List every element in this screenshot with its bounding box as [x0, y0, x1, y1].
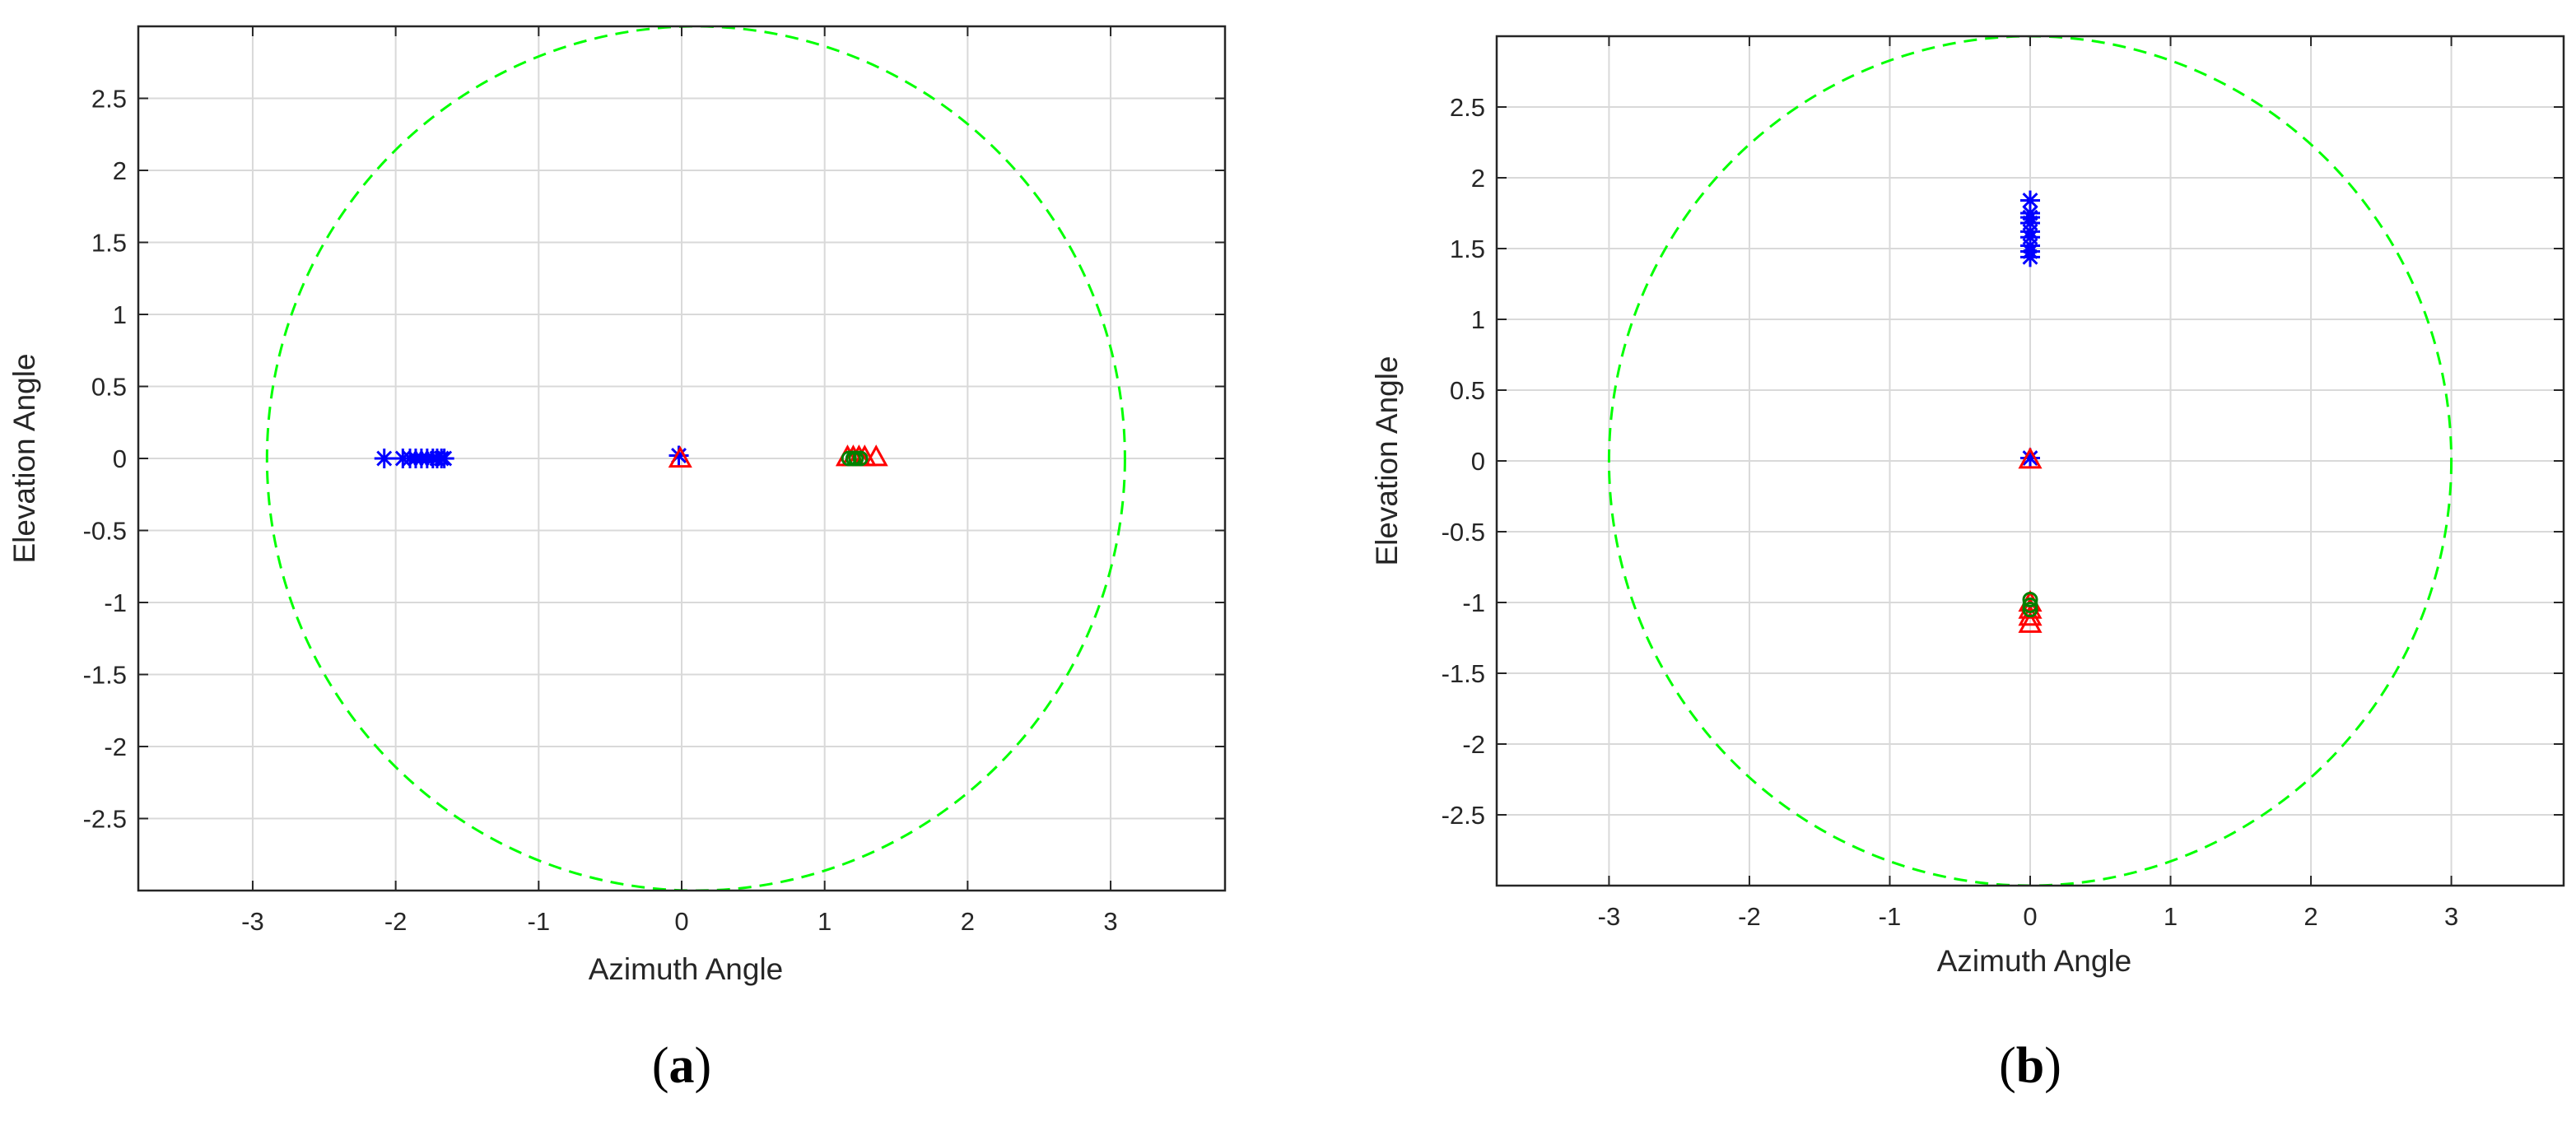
- x-axis-label: Azimuth Angle: [1937, 944, 2132, 978]
- y-tick-label: 1: [1471, 305, 1485, 334]
- y-tick-label: 2: [113, 156, 127, 185]
- star-marker: [434, 449, 454, 468]
- y-tick-label: -1: [1462, 588, 1485, 617]
- panel-b: -3 -2 -1 0 1 2 3 -2.5 -2 -1.5 -1 -0.5 0 0.5 1 1.5 2 2.5 Az…: [1370, 35, 2565, 1094]
- y-tick-label: -1.5: [83, 661, 127, 690]
- x-tick-label: -3: [241, 907, 264, 936]
- y-tick-label: 0.5: [1450, 376, 1485, 405]
- x-tick-label: -3: [1598, 902, 1621, 931]
- y-tick-label: 0: [113, 444, 127, 473]
- star-marker: [2020, 247, 2040, 267]
- circle-marker: [2022, 592, 2038, 608]
- y-tick-label: 2: [1471, 164, 1485, 193]
- y-axis-label: Elevation Angle: [1370, 356, 1404, 565]
- x-tick-label: -2: [1738, 902, 1761, 931]
- y-tick-label: -2.5: [83, 805, 127, 834]
- y-tick-label: 1.5: [1450, 235, 1485, 263]
- y-tick-label: -2: [1462, 730, 1485, 759]
- x-tick-label: -2: [384, 907, 408, 936]
- triangle-marker: [2018, 611, 2043, 633]
- y-tick-label: 1.5: [91, 229, 127, 258]
- star-marker: [374, 449, 394, 468]
- triangle-marker: [2018, 604, 2043, 626]
- x-tick-label: -1: [1879, 902, 1902, 931]
- panel-caption: (b): [1999, 1038, 2061, 1094]
- x-axis-label: Azimuth Angle: [589, 952, 784, 986]
- triangle-marker: [864, 444, 888, 467]
- y-tick-label: -2.5: [1442, 801, 1485, 830]
- boundary-circle: [1608, 36, 2453, 886]
- y-tick-label: 0.5: [91, 373, 127, 402]
- y-tick-label: -1: [104, 588, 127, 617]
- y-tick-label: 2.5: [1450, 93, 1485, 122]
- y-tick-label: 2.5: [91, 85, 127, 114]
- y-tick-label: 0: [1471, 447, 1485, 476]
- x-tick-label: 0: [674, 907, 688, 936]
- x-tick-label: 0: [2023, 902, 2037, 931]
- circle-marker: [852, 450, 869, 467]
- panel-a: -3 -2 -1 0 1 2 3 -2.5 -2 -1.5 -1 -0.5 0 0.5 1 1.5 2 2.5 Az…: [7, 25, 1227, 1094]
- x-tick-label: -1: [528, 907, 551, 936]
- triangle-marker: [668, 445, 692, 468]
- x-tick-label: 1: [818, 907, 831, 936]
- x-tick-label: 1: [2164, 902, 2178, 931]
- y-tick-label: -0.5: [83, 517, 127, 546]
- boundary-circle: [265, 26, 1126, 891]
- x-tick-label: 3: [1103, 907, 1117, 936]
- x-tick-label: 3: [2444, 902, 2458, 931]
- circle-marker: [2022, 602, 2038, 618]
- y-axis-label: Elevation Angle: [7, 353, 41, 563]
- triangle-marker: [2018, 447, 2043, 469]
- y-tick-label: 1: [113, 300, 127, 329]
- x-tick-label: 2: [961, 907, 975, 936]
- circle-marker: [848, 450, 864, 467]
- y-tick-label: -0.5: [1442, 518, 1485, 547]
- x-tick-label: 2: [2303, 902, 2317, 931]
- circle-marker: [2022, 597, 2038, 613]
- circle-marker: [841, 450, 857, 467]
- y-tick-label: -1.5: [1442, 659, 1485, 688]
- y-tick-label: -2: [104, 733, 127, 761]
- panel-caption: (a): [652, 1038, 711, 1094]
